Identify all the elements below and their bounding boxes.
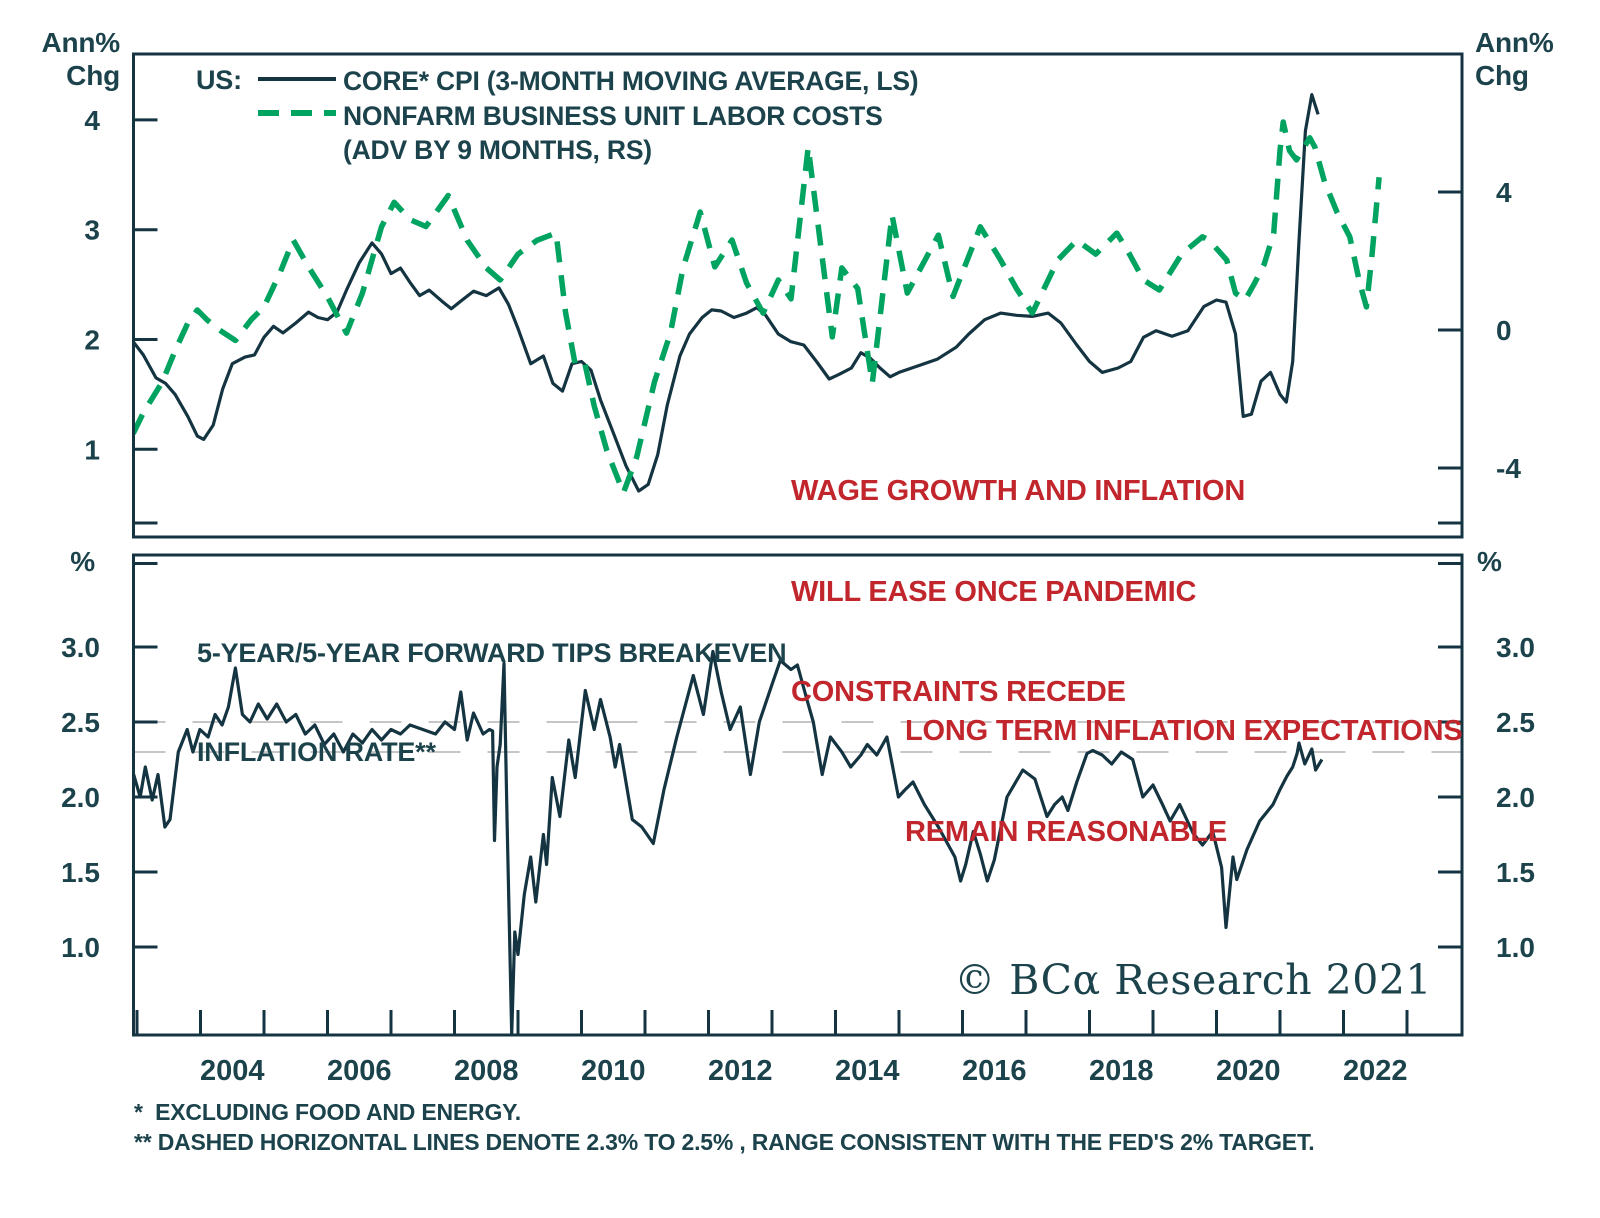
bottom-right-tick-label: 2.5 bbox=[1496, 707, 1535, 738]
top-annotation-line3: CONSTRAINTS RECEDE bbox=[791, 676, 1126, 708]
top-annotation-line2: WILL EASE ONCE PANDEMIC bbox=[791, 575, 1197, 608]
top-right-axis-unit: Ann% Chg bbox=[1475, 27, 1554, 91]
bottom-right-tick-label: 2.0 bbox=[1496, 782, 1535, 813]
year-label: 2010 bbox=[581, 1055, 646, 1087]
bca-research-watermark: © BCα Research 2021 bbox=[954, 956, 1432, 1004]
top-left-tick-label: 4 bbox=[84, 105, 100, 136]
legend-series2-label-line1: NONFARM BUSINESS UNIT LABOR COSTS bbox=[343, 101, 883, 131]
year-label: 2004 bbox=[200, 1055, 265, 1087]
bottom-left-tick-label: 2.5 bbox=[61, 707, 100, 738]
top-panel: 4 3 2 1 4 0 -4 bbox=[84, 52, 1521, 539]
bottom-right-tick-label: 3.0 bbox=[1496, 632, 1535, 663]
bottom-panel: 3.0 2.5 2.0 1.5 1.0 3.0 2.5 2.0 1.5 1.0 2004 2006 20… bbox=[61, 553, 1535, 1087]
bottom-panel-title-line2: INFLATION RATE** bbox=[197, 737, 436, 767]
top-left-axis-unit: Ann% Chg bbox=[41, 27, 120, 91]
bottom-right-tick-label: 1.0 bbox=[1496, 932, 1535, 963]
bottom-annotation-line1: LONG TERM INFLATION EXPECTATIONS bbox=[905, 715, 1463, 747]
bottom-panel-title: 5-YEAR/5-YEAR FORWARD TIPS BREAKEVEN INF… bbox=[197, 571, 787, 835]
top-annotation: WAGE GROWTH AND INFLATION WILL EASE ONCE… bbox=[791, 408, 1245, 777]
legend-region-label: US: bbox=[196, 65, 242, 95]
top-panel-border bbox=[132, 52, 1464, 539]
year-label: 2018 bbox=[1089, 1055, 1154, 1087]
bottom-right-tick-label: 1.5 bbox=[1496, 857, 1535, 888]
legend-series2-label-line2: (ADV BY 9 MONTHS, RS) bbox=[343, 135, 652, 165]
bottom-left-tick-label: 2.0 bbox=[61, 782, 100, 813]
bottom-left-tick-label: 3.0 bbox=[61, 632, 100, 663]
top-right-tick-label: 0 bbox=[1496, 315, 1512, 346]
top-left-tick-label: 1 bbox=[84, 434, 100, 465]
year-label: 2022 bbox=[1343, 1055, 1408, 1087]
top-series-0-line bbox=[133, 92, 1320, 493]
bottom-annotation-line2: REMAIN REASONABLE bbox=[905, 815, 1228, 848]
legend-dashed-line-swatch bbox=[258, 110, 336, 116]
year-label: 2014 bbox=[835, 1055, 900, 1087]
bottom-left-axis-unit: % bbox=[70, 546, 95, 577]
legend-series1-label: CORE* CPI (3-MONTH MOVING AVERAGE, LS) bbox=[343, 66, 919, 96]
bottom-panel-title-line1: 5-YEAR/5-YEAR FORWARD TIPS BREAKEVEN bbox=[197, 638, 787, 668]
top-series-1-line bbox=[133, 119, 1382, 496]
year-label: 2016 bbox=[962, 1055, 1027, 1087]
bottom-panel-border bbox=[132, 553, 1464, 1037]
year-label: 2008 bbox=[454, 1055, 519, 1087]
year-label: 2020 bbox=[1216, 1055, 1281, 1087]
top-left-tick-label: 2 bbox=[84, 325, 100, 356]
bottom-left-tick-label: 1.0 bbox=[61, 932, 100, 963]
bottom-left-tick-label: 1.5 bbox=[61, 857, 100, 888]
top-annotation-line1: WAGE GROWTH AND INFLATION bbox=[791, 475, 1246, 507]
footnote-asterisk: * EXCLUDING FOOD AND ENERGY. bbox=[134, 1099, 521, 1125]
legend-solid-line-swatch bbox=[258, 77, 336, 81]
year-label: 2012 bbox=[708, 1055, 773, 1087]
bottom-annotation: LONG TERM INFLATION EXPECTATIONS REMAIN … bbox=[905, 648, 1463, 916]
bottom-series-0-line bbox=[133, 649, 1324, 1035]
top-right-tick-label: 4 bbox=[1496, 177, 1512, 208]
footnote-double-asterisk: ** DASHED HORIZONTAL LINES DENOTE 2.3% T… bbox=[134, 1129, 1315, 1155]
top-right-tick-label: -4 bbox=[1496, 453, 1521, 484]
top-left-tick-label: 3 bbox=[84, 215, 100, 246]
bottom-right-axis-unit: % bbox=[1477, 546, 1502, 577]
year-label: 2006 bbox=[327, 1055, 392, 1087]
